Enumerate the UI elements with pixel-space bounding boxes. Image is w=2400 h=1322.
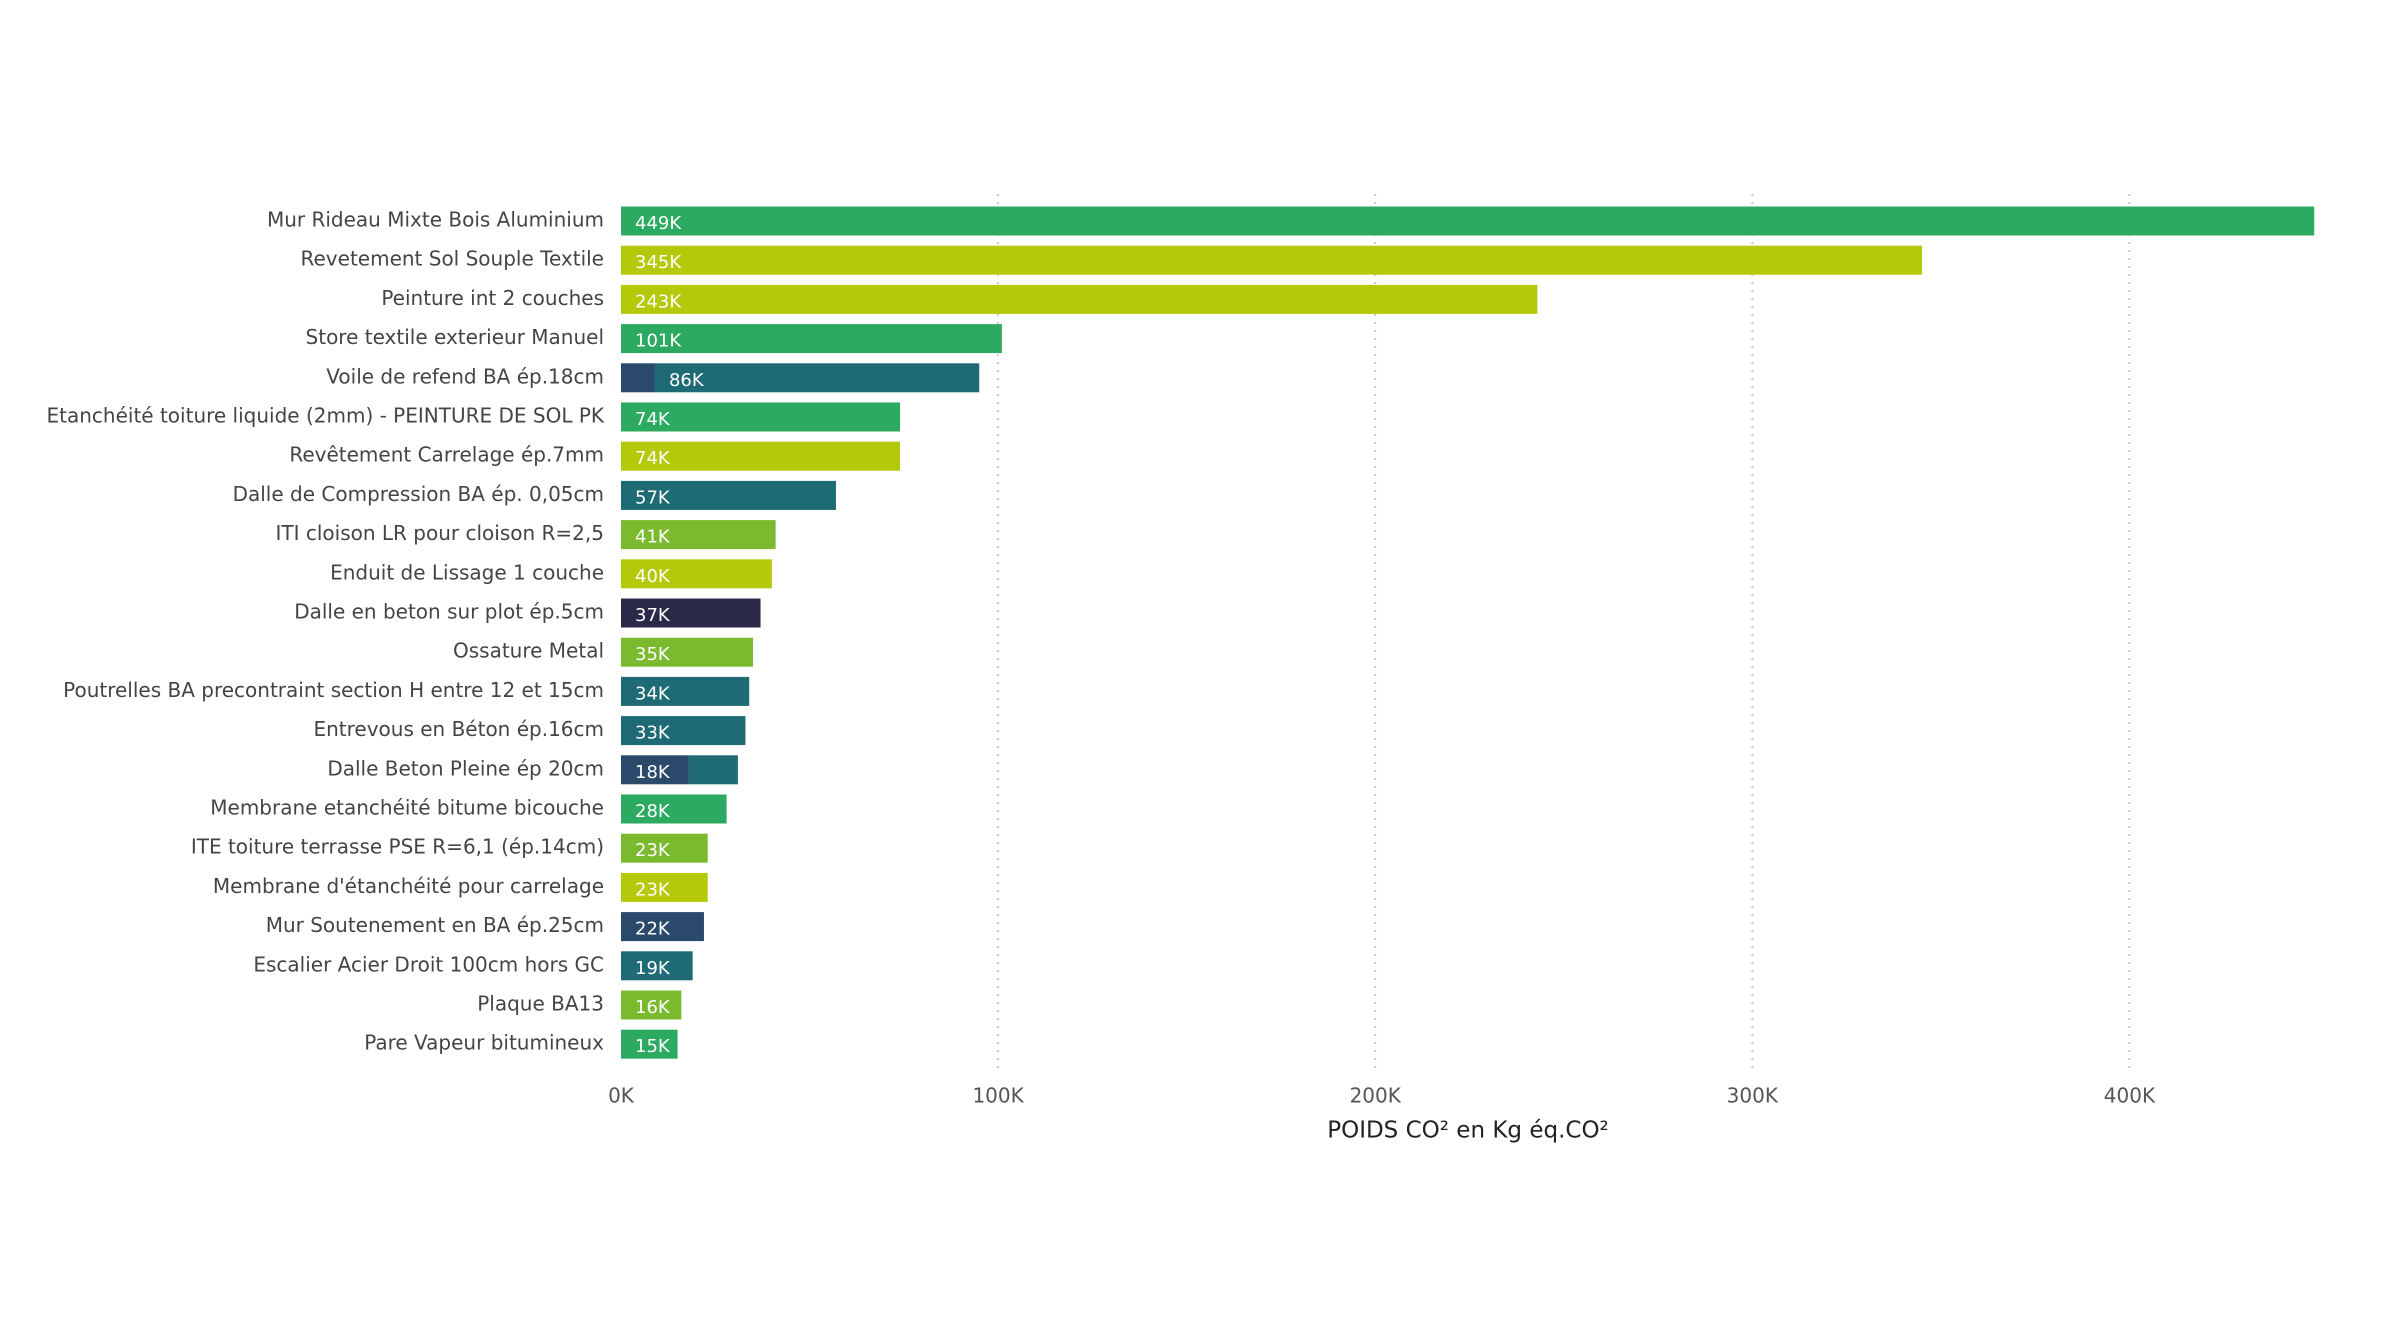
- category-label: Mur Soutenement en BA ép.25cm: [266, 913, 604, 937]
- bar-segment: [621, 598, 761, 628]
- bar-segment: [621, 872, 708, 902]
- x-tick-label: 300K: [1727, 1084, 1779, 1108]
- bar-segment: [621, 520, 776, 550]
- x-tick-label: 100K: [972, 1084, 1024, 1108]
- bar-segment: [621, 755, 689, 785]
- category-label: ITE toiture terrasse PSE R=6,1 (ép.14cm): [191, 835, 604, 859]
- value-label: 35K: [635, 644, 671, 665]
- value-label: 34K: [635, 683, 671, 704]
- category-label: Peinture int 2 couches: [381, 286, 604, 310]
- category-label: Membrane etanchéité bitume bicouche: [210, 796, 604, 820]
- value-label: 74K: [635, 409, 671, 430]
- category-label: Voile de refend BA ép.18cm: [326, 364, 604, 388]
- category-label: Ossature Metal: [453, 639, 604, 663]
- value-label: 33K: [635, 723, 671, 744]
- bar-segment: [621, 912, 704, 942]
- value-label: 345K: [635, 252, 682, 273]
- value-label: 40K: [635, 566, 671, 587]
- bar-segment: [621, 363, 655, 393]
- bar-segment: [621, 402, 901, 432]
- category-label: Revetement Sol Souple Textile: [301, 247, 605, 271]
- category-label: Dalle en beton sur plot ép.5cm: [294, 600, 604, 624]
- bar-segment: [621, 559, 772, 589]
- value-label: 18K: [635, 762, 671, 783]
- value-label: 74K: [635, 448, 671, 469]
- bar-segment: [621, 637, 753, 667]
- category-label: Mur Rideau Mixte Bois Aluminium: [267, 208, 604, 232]
- bar-segment: [621, 324, 1002, 354]
- bar-segment: [621, 1029, 678, 1059]
- x-tick-label: 0K: [608, 1084, 635, 1108]
- bar-segment: [621, 441, 901, 471]
- category-label: Enduit de Lissage 1 couche: [330, 560, 604, 584]
- bar-segment: [621, 794, 727, 824]
- category-label: Poutrelles BA precontraint section H ent…: [63, 678, 604, 702]
- category-label: Dalle Beton Pleine ép 20cm: [327, 756, 604, 780]
- category-label: Entrevous en Béton ép.16cm: [313, 717, 604, 741]
- bar-segment: [688, 755, 738, 785]
- value-label: 243K: [635, 291, 682, 312]
- value-label: 57K: [635, 487, 671, 508]
- category-label: Etanchéité toiture liquide (2mm) - PEINT…: [47, 404, 605, 428]
- x-tick-label: 400K: [2104, 1084, 2156, 1108]
- category-label: Escalier Acier Droit 100cm hors GC: [253, 952, 604, 976]
- value-label: 86K: [669, 370, 705, 391]
- value-label: 23K: [635, 840, 671, 861]
- value-label: 37K: [635, 605, 671, 626]
- value-label: 101K: [635, 331, 682, 352]
- category-label: Pare Vapeur bitumineux: [364, 1031, 604, 1055]
- category-label: Store textile exterieur Manuel: [306, 325, 604, 349]
- bar-segment: [621, 716, 746, 746]
- x-tick-label: 200K: [1350, 1084, 1402, 1108]
- bar-segment: [654, 363, 980, 393]
- bar-segment: [621, 245, 1923, 275]
- value-label: 23K: [635, 879, 671, 900]
- bar-segment: [621, 480, 836, 510]
- bar-segment: [621, 206, 2315, 236]
- bar-segment: [621, 990, 682, 1020]
- category-label: Dalle de Compression BA ép. 0,05cm: [233, 482, 604, 506]
- x-axis-title: POIDS CO² en Kg éq.CO²: [1327, 1118, 1609, 1144]
- value-label: 15K: [635, 1036, 671, 1057]
- bar-segment: [621, 676, 750, 706]
- value-label: 449K: [635, 213, 682, 234]
- value-label: 28K: [635, 801, 671, 822]
- category-label: Plaque BA13: [477, 992, 604, 1016]
- value-label: 16K: [635, 997, 671, 1018]
- value-label: 22K: [635, 919, 671, 940]
- category-label: ITI cloison LR pour cloison R=2,5: [276, 521, 605, 545]
- value-label: 19K: [635, 958, 671, 979]
- category-label: Revêtement Carrelage ép.7mm: [289, 443, 604, 467]
- value-label: 41K: [635, 527, 671, 548]
- bar-segment: [621, 833, 708, 863]
- category-label: Membrane d'étanchéité pour carrelage: [213, 874, 604, 898]
- bar-segment: [621, 951, 693, 981]
- bar-segment: [621, 284, 1538, 314]
